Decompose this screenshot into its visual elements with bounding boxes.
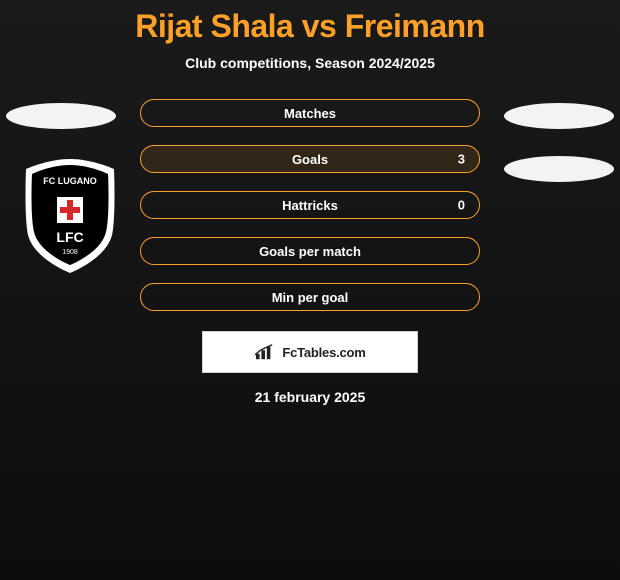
page-title: Rijat Shala vs Freimann (0, 0, 620, 45)
right-stat-oval-2 (504, 156, 614, 182)
stat-bars: Matches Goals 3 Hattricks 0 Goals per ma… (140, 99, 480, 329)
watermark: FcTables.com (202, 331, 418, 373)
bar-goals-per-match: Goals per match (140, 237, 480, 265)
date-label: 21 february 2025 (0, 389, 620, 405)
bar-label: Hattricks (282, 198, 338, 213)
left-club-badge: FC LUGANO LFC 1908 (20, 157, 120, 275)
shield-icon: FC LUGANO LFC 1908 (20, 157, 120, 275)
watermark-text: FcTables.com (282, 345, 365, 360)
bar-hattricks: Hattricks 0 (140, 191, 480, 219)
svg-text:1908: 1908 (62, 249, 78, 256)
bar-matches: Matches (140, 99, 480, 127)
svg-text:LFC: LFC (56, 229, 83, 245)
bar-label: Goals per match (259, 244, 361, 259)
comparison-stage: FC LUGANO LFC 1908 Matches Goals 3 Hattr… (0, 99, 620, 439)
bar-min-per-goal: Min per goal (140, 283, 480, 311)
bar-value: 3 (458, 152, 465, 167)
bar-value: 0 (458, 198, 465, 213)
left-stat-oval-1 (6, 103, 116, 129)
bar-goals: Goals 3 (140, 145, 480, 173)
page-subtitle: Club competitions, Season 2024/2025 (0, 55, 620, 71)
bar-label: Min per goal (272, 290, 349, 305)
bar-label: Goals (292, 152, 328, 167)
bar-label: Matches (284, 106, 336, 121)
bar-chart-icon (254, 343, 276, 361)
svg-text:FC LUGANO: FC LUGANO (43, 176, 97, 186)
right-stat-oval-1 (504, 103, 614, 129)
